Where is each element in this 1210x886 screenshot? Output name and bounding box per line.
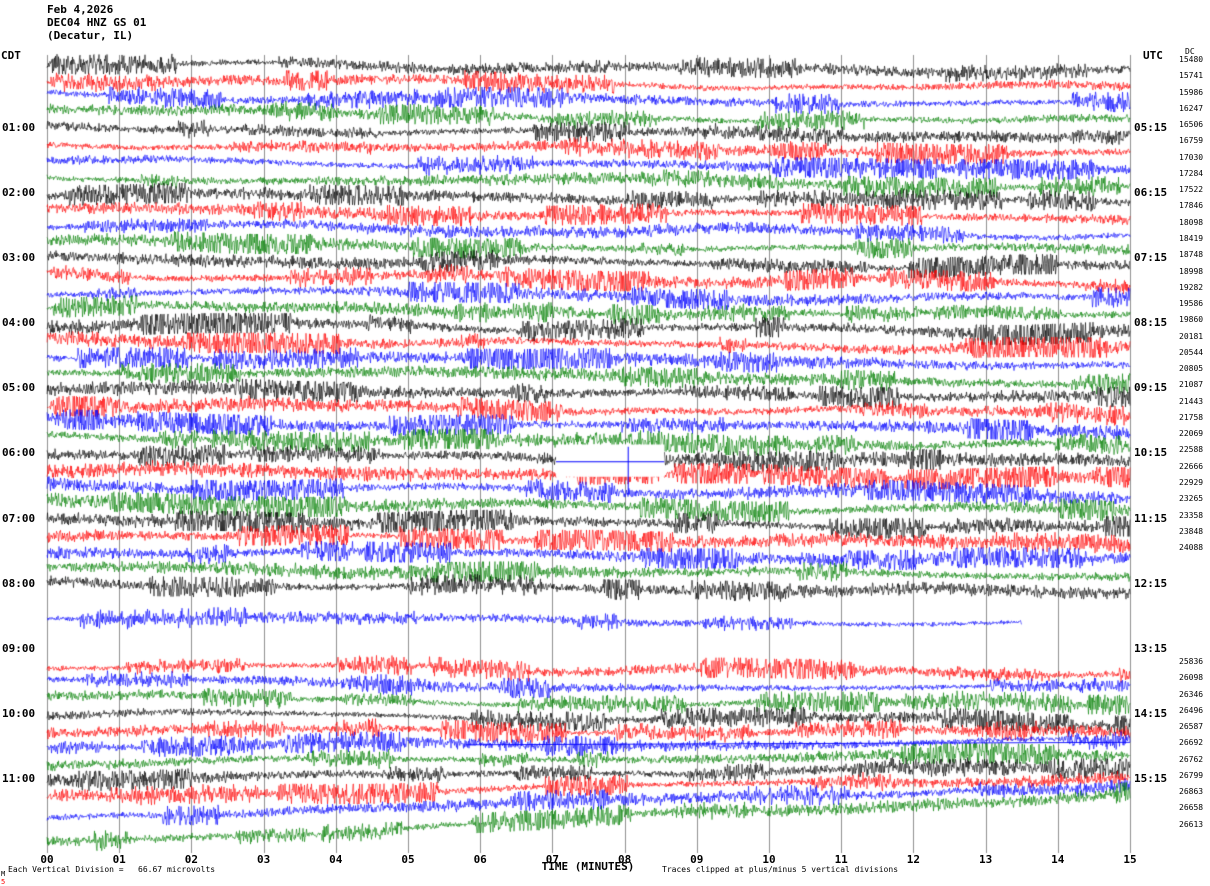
- x-tick-label: 05: [401, 853, 415, 866]
- right-time-label: 05:15: [1134, 121, 1168, 135]
- left-time-label: 06:00: [2, 446, 36, 460]
- x-axis-title: TIME (MINUTES): [541, 860, 635, 873]
- footer-clip-note: Traces clipped at plus/minus 5 vertical …: [662, 865, 899, 874]
- dc-value: 18419: [1179, 233, 1204, 243]
- dc-column-header: DC: [1185, 47, 1195, 56]
- dc-value: 21758: [1179, 412, 1204, 422]
- dc-value: 22588: [1179, 445, 1204, 455]
- dc-value: 22666: [1179, 461, 1204, 471]
- dc-value: 17284: [1179, 168, 1204, 178]
- left-time-label: 05:00: [2, 381, 36, 395]
- left-time-label: 03:00: [2, 251, 36, 265]
- dc-value: 24088: [1179, 543, 1204, 553]
- dc-value: 17522: [1179, 185, 1204, 195]
- x-tick-label: 06: [473, 853, 487, 866]
- right-time-label: 06:15: [1134, 186, 1168, 200]
- dc-value: 19860: [1179, 315, 1204, 325]
- dc-value: 22069: [1179, 429, 1204, 439]
- right-timezone-label: UTC: [1143, 49, 1163, 62]
- x-tick-label: 11: [834, 853, 848, 866]
- dc-value: 20544: [1179, 347, 1204, 357]
- x-tick-label: 14: [1051, 853, 1065, 866]
- left-time-label: 08:00: [2, 576, 36, 590]
- dc-value: 19586: [1179, 299, 1204, 309]
- dc-value: 18998: [1179, 266, 1204, 276]
- dc-value: 15986: [1179, 87, 1204, 97]
- x-tick-label: 02: [184, 853, 199, 866]
- left-time-label: 01:00: [2, 121, 36, 135]
- dc-value: 26346: [1179, 689, 1204, 699]
- dc-value: 20805: [1179, 364, 1204, 374]
- dc-value: 26692: [1179, 738, 1204, 748]
- dc-value: 15741: [1179, 71, 1204, 81]
- right-time-label: 11:15: [1134, 511, 1168, 525]
- dc-value: 26098: [1179, 673, 1204, 683]
- x-tick-label: 09: [690, 853, 704, 866]
- left-time-label: 11:00: [2, 771, 36, 785]
- dc-value: 15480: [1179, 55, 1204, 64]
- dc-value: 25836: [1179, 656, 1204, 666]
- left-timezone-label: CDT: [1, 49, 21, 62]
- x-tick-label: 10: [762, 853, 776, 866]
- dc-value: 26799: [1179, 770, 1204, 780]
- header-date: Feb 4,2026: [47, 3, 114, 16]
- dc-value: 17846: [1179, 201, 1204, 211]
- x-tick-label: 15: [1123, 853, 1137, 866]
- left-time-label: 07:00: [2, 511, 36, 525]
- dc-value: 19282: [1179, 282, 1204, 292]
- right-time-label: 14:15: [1134, 706, 1168, 720]
- right-time-label: 15:15: [1134, 771, 1168, 785]
- x-tick-label: 00: [40, 853, 54, 866]
- dc-value: 21443: [1179, 396, 1204, 406]
- dc-value: 16759: [1179, 136, 1204, 146]
- dc-value: 18098: [1179, 217, 1204, 227]
- dc-value: 16247: [1179, 103, 1204, 113]
- dc-value: 26613: [1179, 819, 1204, 829]
- right-time-label: 09:15: [1134, 381, 1168, 395]
- dc-value: 22929: [1179, 478, 1204, 488]
- x-tick-label: 03: [256, 853, 271, 866]
- x-tick-label: 13: [978, 853, 993, 866]
- dc-value: 26587: [1179, 722, 1204, 732]
- left-time-label: 10:00: [2, 706, 36, 720]
- header-station: DEC04 HNZ GS 01: [47, 16, 147, 29]
- right-time-label: 13:15: [1134, 641, 1168, 655]
- footer-scale-note: Each Vertical Division = 66.67 microvolt…: [8, 865, 216, 874]
- dc-value: 18748: [1179, 250, 1204, 260]
- dc-value: 23848: [1179, 526, 1204, 536]
- right-time-label: 10:15: [1134, 446, 1168, 460]
- right-time-label: 07:15: [1134, 251, 1168, 265]
- right-time-label: 12:15: [1134, 576, 1168, 590]
- dc-value: 23265: [1179, 494, 1204, 504]
- dc-value: 16506: [1179, 120, 1204, 130]
- right-time-label: 08:15: [1134, 316, 1168, 330]
- x-tick-label: 12: [906, 853, 921, 866]
- x-tick-label: 01: [112, 853, 126, 866]
- dc-value: 26658: [1179, 803, 1204, 813]
- dc-value: 26496: [1179, 705, 1204, 715]
- x-tick-label: 07: [545, 853, 560, 866]
- dc-value: 23358: [1179, 510, 1204, 520]
- dc-value: 21087: [1179, 380, 1204, 390]
- dc-value: 17030: [1179, 152, 1204, 162]
- left-time-label: 04:00: [2, 316, 36, 330]
- left-time-label: 02:00: [2, 186, 36, 200]
- dc-value: 26762: [1179, 754, 1204, 764]
- header-location: (Decatur, IL): [47, 29, 134, 42]
- x-tick-label: 08: [617, 853, 632, 866]
- corner-mark-top: M: [1, 870, 6, 878]
- corner-mark-bottom: 5: [1, 878, 6, 886]
- dc-value: 26863: [1179, 787, 1204, 797]
- dc-value: 20181: [1179, 331, 1204, 341]
- left-time-label: 09:00: [2, 641, 36, 655]
- x-tick-label: 04: [329, 853, 343, 866]
